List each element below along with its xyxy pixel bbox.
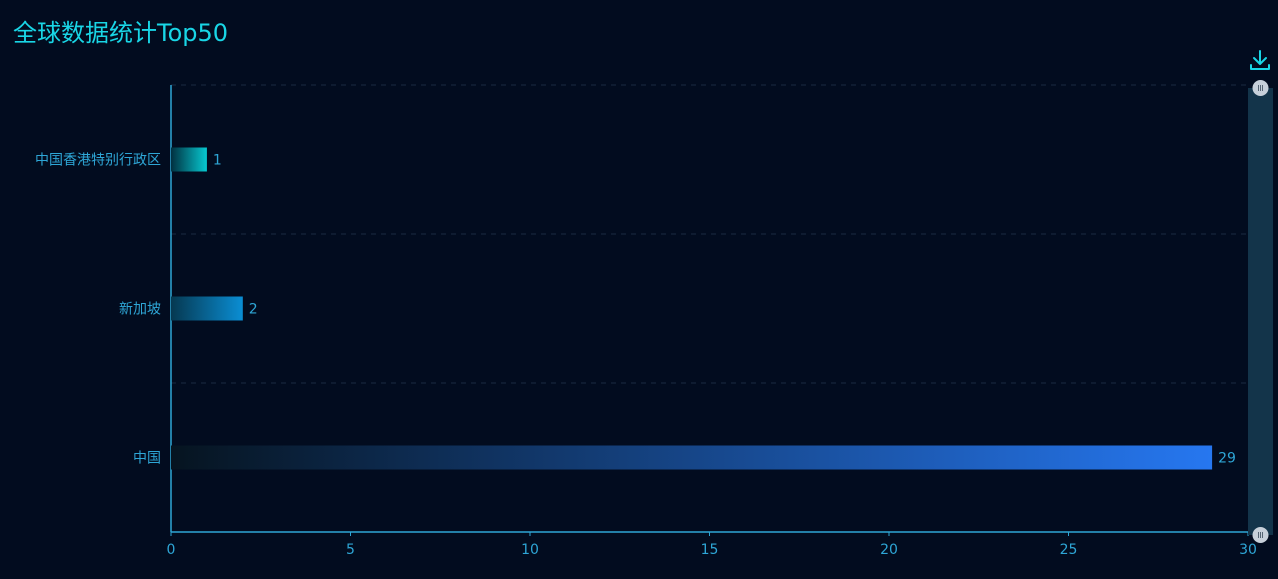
x-tick-label: 25 xyxy=(1060,542,1078,558)
x-tick-label: 0 xyxy=(167,542,176,558)
data-label: 29 xyxy=(1218,451,1236,467)
scrollbar-bottom-handle[interactable] xyxy=(1252,527,1269,543)
data-label: 1 xyxy=(213,153,222,169)
bar[interactable] xyxy=(171,445,1213,470)
scrollbar-top-handle[interactable] xyxy=(1252,80,1269,96)
scrollbar xyxy=(1248,80,1273,543)
bar[interactable] xyxy=(171,147,207,172)
x-tick-label: 10 xyxy=(521,542,539,558)
x-tick-label: 30 xyxy=(1239,542,1257,558)
chart-title: 全球数据统计Top50 xyxy=(13,19,229,47)
category-label: 新加坡 xyxy=(119,302,161,318)
x-tick-label: 15 xyxy=(701,542,719,558)
x-tick-label: 5 xyxy=(346,542,355,558)
axes: 0 5 10 15 20 25 30 xyxy=(167,85,1257,558)
grid-lines xyxy=(171,84,1248,384)
scrollbar-track[interactable] xyxy=(1248,88,1273,535)
data-label: 2 xyxy=(249,302,258,318)
bars xyxy=(171,147,1213,470)
category-label: 中国香港特别行政区 xyxy=(35,153,161,169)
bar[interactable] xyxy=(171,296,243,321)
x-tick-label: 20 xyxy=(880,542,898,558)
labels: 中国香港特别行政区 1 新加坡 2 中国 29 xyxy=(35,153,1236,467)
category-label: 中国 xyxy=(133,451,161,467)
download-icon[interactable] xyxy=(1248,48,1272,72)
